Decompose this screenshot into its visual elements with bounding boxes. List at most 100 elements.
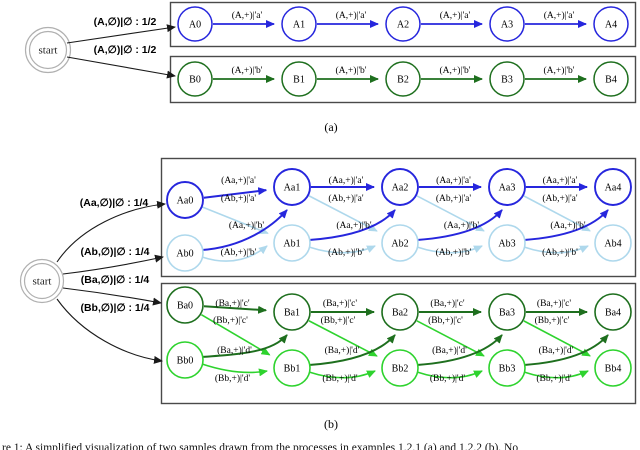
edge-label-BaBb-gap2-2: (Ba,+)|'d': [432, 345, 467, 356]
part-b: start (Aa,∅)|∅ : 1/4 (Ab,∅)|∅ : 1/4 (Ba,…: [19, 157, 637, 431]
node-Bb4: [594, 349, 632, 387]
node-Ba2: [381, 293, 419, 331]
node-Ba3: [488, 293, 526, 331]
node-Aa1: [273, 168, 311, 206]
edge-Aa0-Ab1: [202, 206, 269, 235]
node-Bb3: [488, 349, 526, 387]
node-label-Bb3: Bb3: [499, 364, 516, 375]
edge-Bb0-Ba1: [201, 334, 288, 358]
node-Ab1: [273, 224, 311, 262]
edge-Bb2-Ba3: [416, 334, 503, 366]
subfigure-label-b: (b): [324, 417, 338, 431]
node-label-Ba1: Ba1: [284, 308, 300, 319]
edge-label-AaAb-gap2-3: (Ab,+)|'b': [436, 247, 472, 258]
node-Aa0: [166, 181, 204, 219]
box-b-bottom: [160, 282, 637, 405]
edge-label-AaAb-gap1-1: (Ab,+)|'a': [328, 193, 364, 204]
node-Ab3: [488, 224, 526, 262]
start-edge-label-b1: (Ab,∅)|∅ : 1/4: [80, 246, 149, 258]
node-B4: [593, 61, 629, 97]
node-label-Ba4: Ba4: [605, 308, 621, 319]
start-edge-label-b2: (Ba,∅)|∅ : 1/4: [81, 274, 150, 286]
edge-Bb1-Ba2: [308, 334, 396, 366]
edge-label-A3: (A,+)|'a': [544, 10, 575, 21]
edge-label-B3: (A,+)|'b': [544, 65, 575, 76]
node-label-Ba3: Ba3: [499, 308, 515, 319]
start-label-a: start: [39, 45, 58, 57]
edge-Ba0-Ba1: [203, 305, 268, 314]
edge-label-AaAb-gap1-3: (Ab,+)|'b': [328, 247, 364, 258]
node-label-Ba0: Ba0: [177, 301, 193, 312]
node-label-Ab2: Ab2: [391, 239, 408, 250]
node-label-Bb4: Bb4: [605, 364, 622, 375]
node-A4: [593, 6, 629, 42]
edge-label-BaBb-gap1-2: (Ba,+)|'d': [325, 345, 360, 356]
node-A2: [385, 6, 421, 42]
start-state-a: start: [24, 26, 72, 74]
node-label-Ba2: Ba2: [392, 308, 408, 319]
figure-caption-clipped: re 1: A simplified visualization of two …: [2, 442, 519, 450]
edge-label-BaBb-gap2-3: (Bb,+)|'d': [430, 373, 466, 384]
edge-label-AaAb-gap0-0: (Aa,+)|'a': [221, 175, 256, 186]
edge-Ab0-Ab1: [201, 245, 268, 262]
edge-Ab1-Ab2: [308, 245, 376, 254]
edge-Aa0-Aa1: [203, 187, 268, 199]
edge-Aa2-Ab3: [416, 195, 485, 232]
node-Bb2: [381, 349, 419, 387]
edge-label-BaBb-gap3-2: (Ba,+)|'d': [539, 345, 574, 356]
edge-label-BaBb-gap1-0: (Ba,+)|'c': [323, 298, 357, 309]
node-Ab2: [381, 224, 419, 262]
node-label-B4: B4: [605, 75, 617, 86]
box-b-top: [160, 157, 637, 278]
edge-label-BaBb-gap3-0: (Ba,+)|'c': [537, 298, 571, 309]
node-Ba4: [594, 293, 632, 331]
edge-label-BaBb-gap1-1: (Bb,+)|'c': [321, 315, 356, 326]
edge-Bb2-Bb3: [416, 370, 483, 379]
edge-label-AaAb-gap0-2: (Aa,+)|'b': [229, 220, 265, 231]
edge-Bb3-Bb4: [523, 370, 589, 379]
node-Aa4: [594, 168, 632, 206]
node-label-B1: B1: [293, 75, 305, 86]
edge-Ba1-Bb2: [308, 320, 378, 357]
edge-label-BaBb-gap0-0: (Ba,+)|'c': [215, 298, 249, 309]
node-B3: [489, 61, 525, 97]
node-label-A2: A2: [397, 20, 409, 31]
edge-label-AaAb-gap2-0: (Aa,+)|'a': [436, 175, 471, 186]
node-Bb1: [273, 349, 311, 387]
node-Bb0: [166, 341, 204, 379]
edge-Bb3-Ba4: [523, 334, 609, 366]
edge-label-AaAb-gap1-2: (Aa,+)|'b': [336, 220, 372, 231]
node-B2: [385, 61, 421, 97]
edge-label-AaAb-gap0-3: (Ab,+)|'b': [221, 247, 257, 258]
edge-label-B1: (A,+)|'b': [336, 65, 367, 76]
start-edge-label-b3: (Bb,∅)|∅ : 1/4: [80, 302, 149, 314]
edge-label-AaAb-gap3-2: (Aa,+)|'b': [550, 220, 586, 231]
node-label-Aa1: Aa1: [284, 183, 301, 194]
edge-Aa1-Ab2: [308, 195, 378, 232]
node-label-Bb1: Bb1: [284, 364, 301, 375]
edge-label-BaBb-gap2-0: (Ba,+)|'c': [430, 298, 464, 309]
node-label-Aa4: Aa4: [605, 183, 622, 194]
edge-label-AaAb-gap2-2: (Aa,+)|'b': [444, 220, 480, 231]
edge-label-BaBb-gap1-3: (Bb,+)|'d': [322, 373, 358, 384]
edge-label-AaAb-gap2-1: (Ab,+)|'a': [436, 193, 472, 204]
node-Ba0: [166, 286, 204, 324]
edge-Ab0-Aa1: [201, 209, 288, 251]
start-edge-to-B0: [66, 56, 176, 79]
node-label-Ab4: Ab4: [604, 239, 621, 250]
node-A1: [281, 6, 317, 42]
start-edge-label-a0: (A,∅)|∅ : 1/2: [94, 16, 157, 28]
edge-label-BaBb-gap0-1: (Bb,+)|'c': [213, 315, 248, 326]
edge-label-B2: (A,+)|'b': [440, 65, 471, 76]
start-edge-to-A0: [66, 24, 176, 44]
start-inner-ring: [28, 30, 68, 70]
edge-Bb1-Bb2: [308, 370, 376, 379]
node-label-A3: A3: [501, 20, 513, 31]
part-b-chains: (Aa,+)|'a' (Ab,+)|'a' (Aa,+)|'b' (Ab,+)|'b'…: [166, 168, 632, 387]
node-label-Bb2: Bb2: [392, 364, 409, 375]
edge-label-BaBb-gap0-3: (Bb,+)|'d': [215, 373, 251, 384]
node-Aa2: [381, 168, 419, 206]
node-label-Aa3: Aa3: [499, 183, 516, 194]
